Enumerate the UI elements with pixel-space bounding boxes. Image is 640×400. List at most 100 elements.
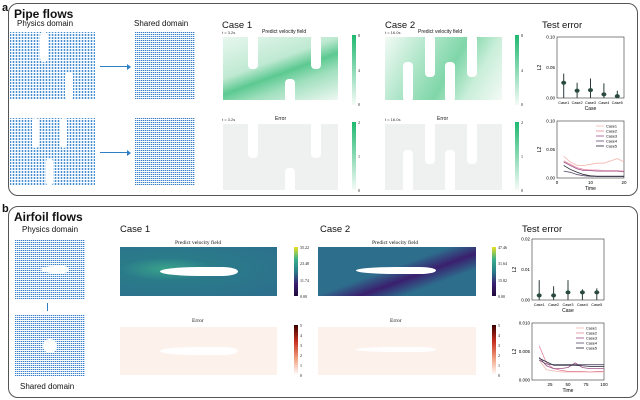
b-violin-chart: 0.02 0.01 0.00 L2 Case1 Case2 Case3 Case4 Case5 C… bbox=[512, 237, 605, 314]
series-line-Case4 bbox=[539, 359, 604, 366]
x-tick-label: Case3 bbox=[585, 101, 596, 105]
b-test-error-title: Test error bbox=[522, 224, 563, 235]
y-tick-label: 0.01 bbox=[521, 267, 530, 272]
legend-label: Case3 bbox=[586, 337, 597, 341]
colorbar-tick: 0 bbox=[358, 188, 360, 193]
panel-b bbox=[8, 206, 638, 398]
colorbar-tick: 0 bbox=[300, 373, 302, 378]
legend-label: Case5 bbox=[586, 347, 597, 351]
legend-label: Case2 bbox=[606, 130, 617, 134]
violin-body-Case4 bbox=[601, 92, 607, 97]
x-tick-label: 0 bbox=[556, 180, 559, 185]
colorbar-tick: 0 bbox=[498, 373, 500, 378]
violin-body-Case5 bbox=[614, 94, 620, 99]
x-tick-label: Case1 bbox=[534, 303, 545, 307]
x-tick-label: Case5 bbox=[591, 303, 602, 307]
a-case2-field-map bbox=[385, 35, 502, 102]
b-case1-colorbar bbox=[294, 247, 298, 296]
a-case1-title: Case 1 bbox=[222, 20, 253, 31]
x-tick-label: Case4 bbox=[577, 303, 588, 307]
y-axis-label: L2 bbox=[537, 147, 543, 153]
colorbar-tick: 2 bbox=[358, 120, 360, 125]
series-line-Case5 bbox=[539, 357, 604, 367]
panel-b-title: Airfoil flows bbox=[14, 210, 83, 224]
legend-label: Case1 bbox=[586, 327, 597, 331]
y-tick-label: 0.05 bbox=[546, 147, 555, 152]
y-tick-label: 0.00 bbox=[521, 298, 530, 303]
physics-mesh-1 bbox=[10, 32, 95, 100]
arrow-right-icon bbox=[100, 63, 131, 70]
violin-body-Case5 bbox=[594, 290, 600, 295]
series-line-Case1 bbox=[563, 156, 625, 166]
panel-b-tag: b bbox=[2, 203, 9, 215]
colorbar-tick: 8 bbox=[521, 33, 523, 38]
y-tick-label: 0.05 bbox=[546, 65, 555, 70]
b-case1-field-map bbox=[120, 247, 277, 296]
b-line-chart: 0.010 0.005 0.000 L2 Case1Case2Case3Case4Cas… bbox=[512, 321, 608, 395]
colorbar-tick: 5 bbox=[300, 323, 302, 328]
y-tick-label: 0.10 bbox=[546, 35, 555, 40]
a-case1-time: t = 3.2s bbox=[222, 30, 236, 35]
a-case2-error-map bbox=[385, 122, 502, 192]
y-axis-label: L2 bbox=[537, 65, 543, 71]
y-tick-label: 0.10 bbox=[546, 119, 555, 124]
violin-body-Case2 bbox=[574, 88, 580, 93]
legend-label: Case4 bbox=[606, 140, 617, 144]
colorbar-tick: 4 bbox=[521, 68, 523, 73]
x-tick-label: Case2 bbox=[572, 101, 583, 105]
a-case1-error-map bbox=[223, 122, 338, 193]
colorbar-tick: 2 bbox=[498, 353, 500, 358]
colorbar-tick: 2 bbox=[300, 353, 302, 358]
a-case2-colorbar bbox=[515, 35, 519, 105]
shared-domain-label: Shared domain bbox=[134, 19, 189, 28]
colorbar-tick: 0 bbox=[358, 102, 360, 107]
a-violin-chart: 0.10 0.05 0.00 L2 Case1 Case2 Case3 Case4 Case5 C… bbox=[537, 35, 625, 112]
x-tick-label: 20 bbox=[621, 180, 627, 185]
colorbar-tick: 0.00 bbox=[300, 294, 307, 299]
x-tick-label: 10 bbox=[588, 180, 594, 185]
x-axis-label: Time bbox=[585, 186, 596, 192]
a-case1-colorbar bbox=[352, 35, 356, 105]
y-tick-label: 0.00 bbox=[546, 176, 555, 181]
b-case2-colorbar bbox=[492, 247, 496, 296]
x-axis-label: Case bbox=[585, 106, 597, 112]
colorbar-tick: 35.22 bbox=[300, 245, 309, 250]
colorbar-tick: 8 bbox=[358, 33, 360, 38]
physics-domain-label: Physics domain bbox=[22, 225, 79, 234]
colorbar-tick: 4 bbox=[498, 333, 500, 338]
violin-body-Case1 bbox=[561, 80, 567, 85]
a-case1-field-label: Predict velocity field bbox=[262, 29, 307, 35]
colorbar-tick: 11.74 bbox=[300, 278, 309, 283]
physics-domain-label: Physics domain bbox=[17, 19, 74, 28]
colorbar-tick: 23.48 bbox=[300, 261, 309, 266]
colorbar-tick: 15.82 bbox=[498, 278, 507, 283]
legend-label: Case4 bbox=[586, 342, 597, 346]
y-tick-label: 0.02 bbox=[521, 237, 530, 242]
legend-label: Case1 bbox=[606, 125, 617, 129]
series-line-Case3 bbox=[563, 161, 625, 173]
plot-frame bbox=[556, 120, 625, 179]
shared-mesh-2 bbox=[135, 118, 195, 186]
series-line-Case2 bbox=[563, 160, 625, 172]
colorbar-tick: 47.46 bbox=[498, 245, 507, 250]
colorbar-tick: 4 bbox=[358, 68, 360, 73]
panel-a bbox=[8, 3, 638, 196]
shared-domain-label: Shared domain bbox=[20, 382, 75, 391]
x-tick-label: Case4 bbox=[598, 101, 609, 105]
violin-body-Case1 bbox=[536, 293, 542, 298]
x-axis-label: Time bbox=[563, 388, 574, 394]
b-case1-error-map bbox=[120, 327, 277, 375]
y-tick-label: 0.010 bbox=[519, 321, 531, 326]
physics-mesh-2 bbox=[10, 118, 95, 186]
y-tick-label: 0.00 bbox=[546, 96, 555, 101]
a-case2-error-colorbar bbox=[515, 122, 519, 190]
a-case2-title: Case 2 bbox=[385, 20, 416, 31]
colorbar-tick: 0 bbox=[521, 102, 523, 107]
colorbar-tick: 4 bbox=[300, 333, 302, 338]
x-tick-label: 25 bbox=[547, 382, 553, 387]
violin-body-Case3 bbox=[565, 290, 571, 295]
b-case1-field-label: Predict velocity field bbox=[175, 240, 222, 246]
b-case2-field-label: Predict velocity field bbox=[372, 240, 419, 246]
shared-mesh-1 bbox=[135, 32, 195, 100]
series-line-Case5 bbox=[563, 165, 624, 177]
